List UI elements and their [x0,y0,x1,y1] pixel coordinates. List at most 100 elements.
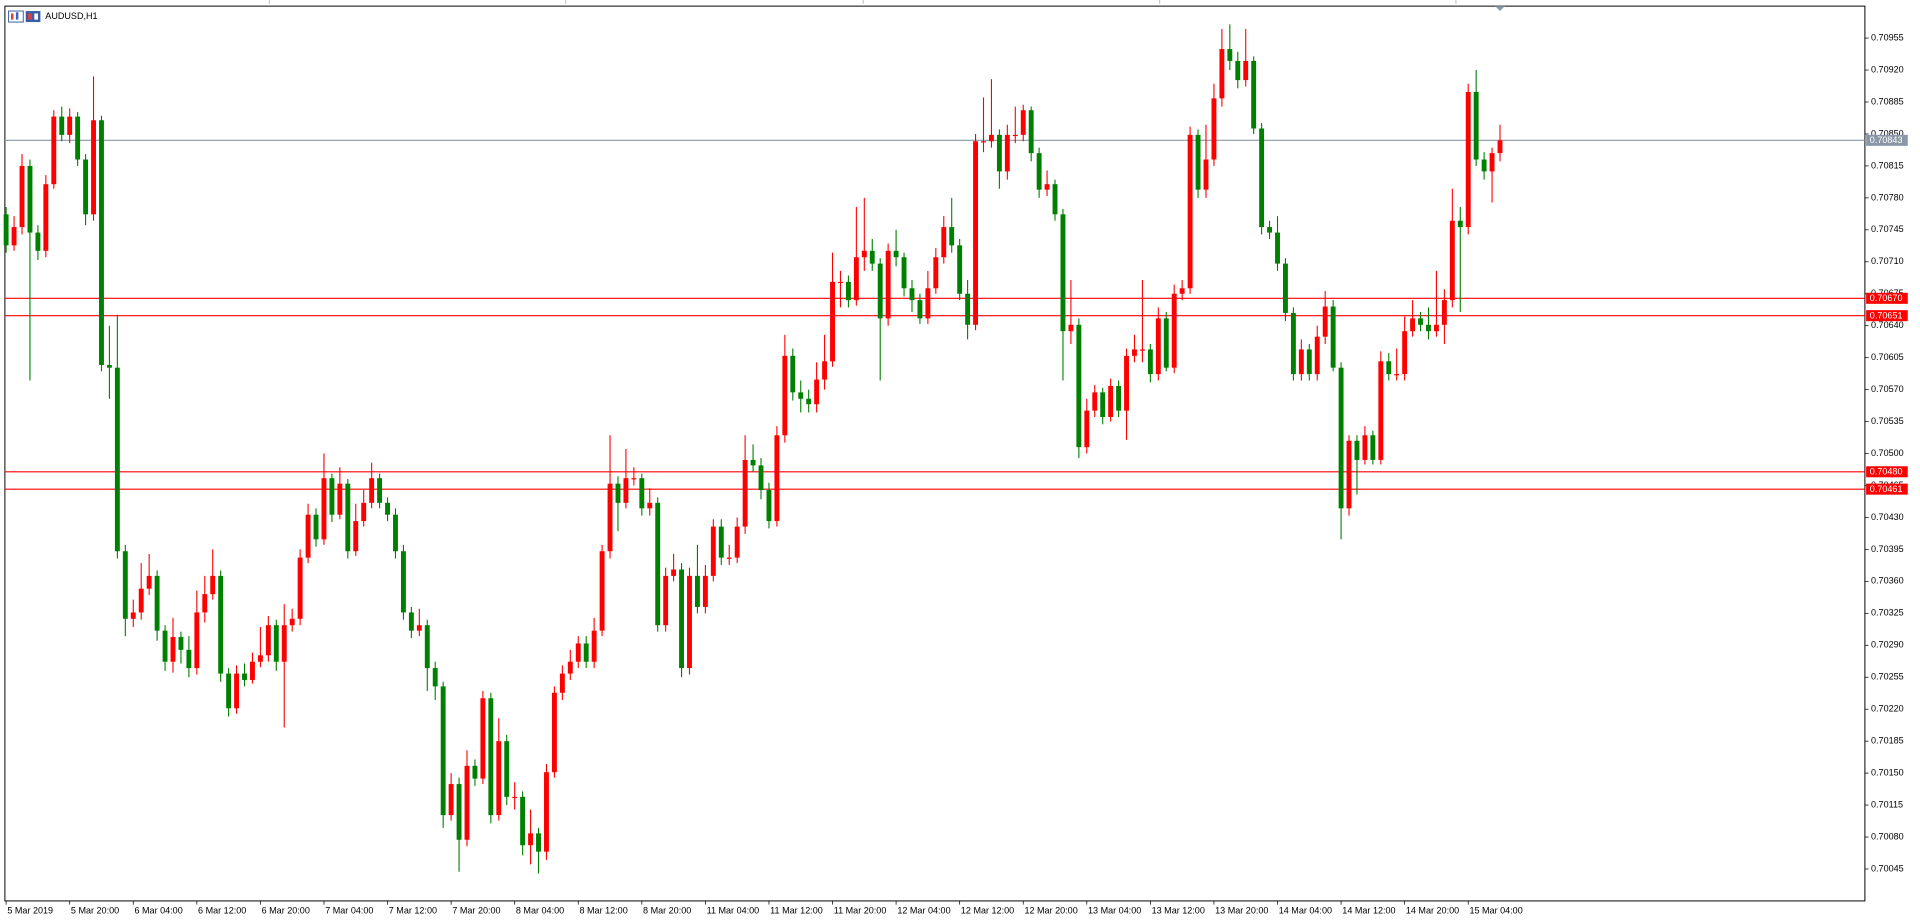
candle-body [170,637,176,662]
candle-body [766,490,772,522]
candle-body [702,575,708,607]
price-level-label: 0.70461 [1870,484,1903,494]
candle-body [1243,60,1249,81]
candle-body [1028,110,1034,154]
candle-body [845,281,851,301]
x-tick-label: 6 Mar 20:00 [262,906,310,916]
candle-body [1076,324,1082,448]
candle-body [329,478,335,515]
candle-body [472,765,478,779]
candle-body [1187,134,1193,289]
candle-body [607,483,613,552]
candle-body [35,232,41,251]
candle-body [106,364,112,368]
candle-body [313,514,319,540]
candle-body [520,796,526,846]
x-tick-label: 5 Mar 2019 [7,906,53,916]
candle-body [1322,306,1328,337]
candle-body [567,661,573,674]
candle-body [663,575,669,626]
candle-body [591,630,597,662]
candle-body [734,526,740,558]
x-tick-label: 15 Mar 04:00 [1469,906,1522,916]
price-level-label: 0.70670 [1870,293,1903,303]
candle-body [432,668,438,687]
candle-body [1235,60,1241,81]
candle-body [480,698,486,779]
candle-body [289,618,295,626]
y-tick-label: 0.70220 [1871,704,1904,714]
candle-body [408,612,414,631]
candle-body [909,288,915,301]
x-tick-label: 13 Mar 20:00 [1215,906,1268,916]
candle-body [1441,300,1447,325]
candle-body [281,625,287,662]
candle-body [1418,318,1423,325]
price-level-label: 0.70843 [1870,135,1903,145]
y-tick-label: 0.70570 [1871,384,1904,394]
symbol-icon [8,10,41,23]
candle-body [210,575,216,595]
candle-body [1354,440,1360,460]
x-tick-label: 8 Mar 20:00 [643,906,691,916]
candle-body [671,569,677,576]
candle-body [758,465,764,491]
candle-body [806,398,812,405]
candle-body [1290,312,1296,375]
candle-body [687,575,692,669]
candle-body [988,134,994,142]
y-tick-label: 0.70290 [1871,640,1904,650]
icon-bar [11,13,14,20]
candle-body [1155,318,1161,375]
candle-body [393,514,398,552]
y-tick-label: 0.70395 [1871,544,1904,554]
candle-body [154,575,160,631]
candle-body [162,630,168,662]
y-tick-label: 0.70535 [1871,416,1904,426]
candle-body [448,784,454,816]
candle-body [1020,110,1026,135]
y-tick-label: 0.70815 [1871,160,1904,170]
icon-bar [15,12,19,20]
candle-body [496,741,502,816]
candle-body [59,116,65,135]
candle-body [194,612,200,669]
x-tick-label: 6 Mar 04:00 [134,906,182,916]
y-tick-label: 0.70745 [1871,224,1904,234]
candle-body [1370,435,1376,460]
candle-body [1044,184,1050,190]
candle-body [528,833,534,846]
candle-body [694,575,700,607]
y-tick-label: 0.70920 [1871,64,1904,74]
candle-body [218,575,224,674]
candle-body [1426,324,1431,332]
candle-body [559,673,565,693]
x-tick-label: 5 Mar 20:00 [71,906,119,916]
y-tick-label: 0.70640 [1871,320,1904,330]
x-tick-label: 13 Mar 04:00 [1088,906,1141,916]
candle-body [337,483,343,515]
candle-body [1362,435,1368,460]
candle-body [1378,361,1384,460]
candle-body [1092,392,1098,411]
candle-body [615,483,621,503]
candle-body [377,478,383,503]
candle-body [305,514,311,558]
candle-body [257,655,263,662]
y-tick-label: 0.70115 [1871,799,1903,809]
y-tick-label: 0.70080 [1871,831,1904,841]
candle-body [202,594,208,613]
candle-body [1203,159,1209,190]
candle-body [1060,214,1066,332]
candle-body [1139,349,1145,351]
candle-body [1449,220,1455,301]
candle-body [1283,263,1288,313]
candle-body [893,250,899,258]
candle-body [853,257,859,301]
candle-body [861,250,867,258]
y-tick-label: 0.70185 [1871,736,1904,746]
candle-body [75,116,81,160]
candle-body [965,293,971,325]
y-tick-label: 0.70780 [1871,192,1904,202]
